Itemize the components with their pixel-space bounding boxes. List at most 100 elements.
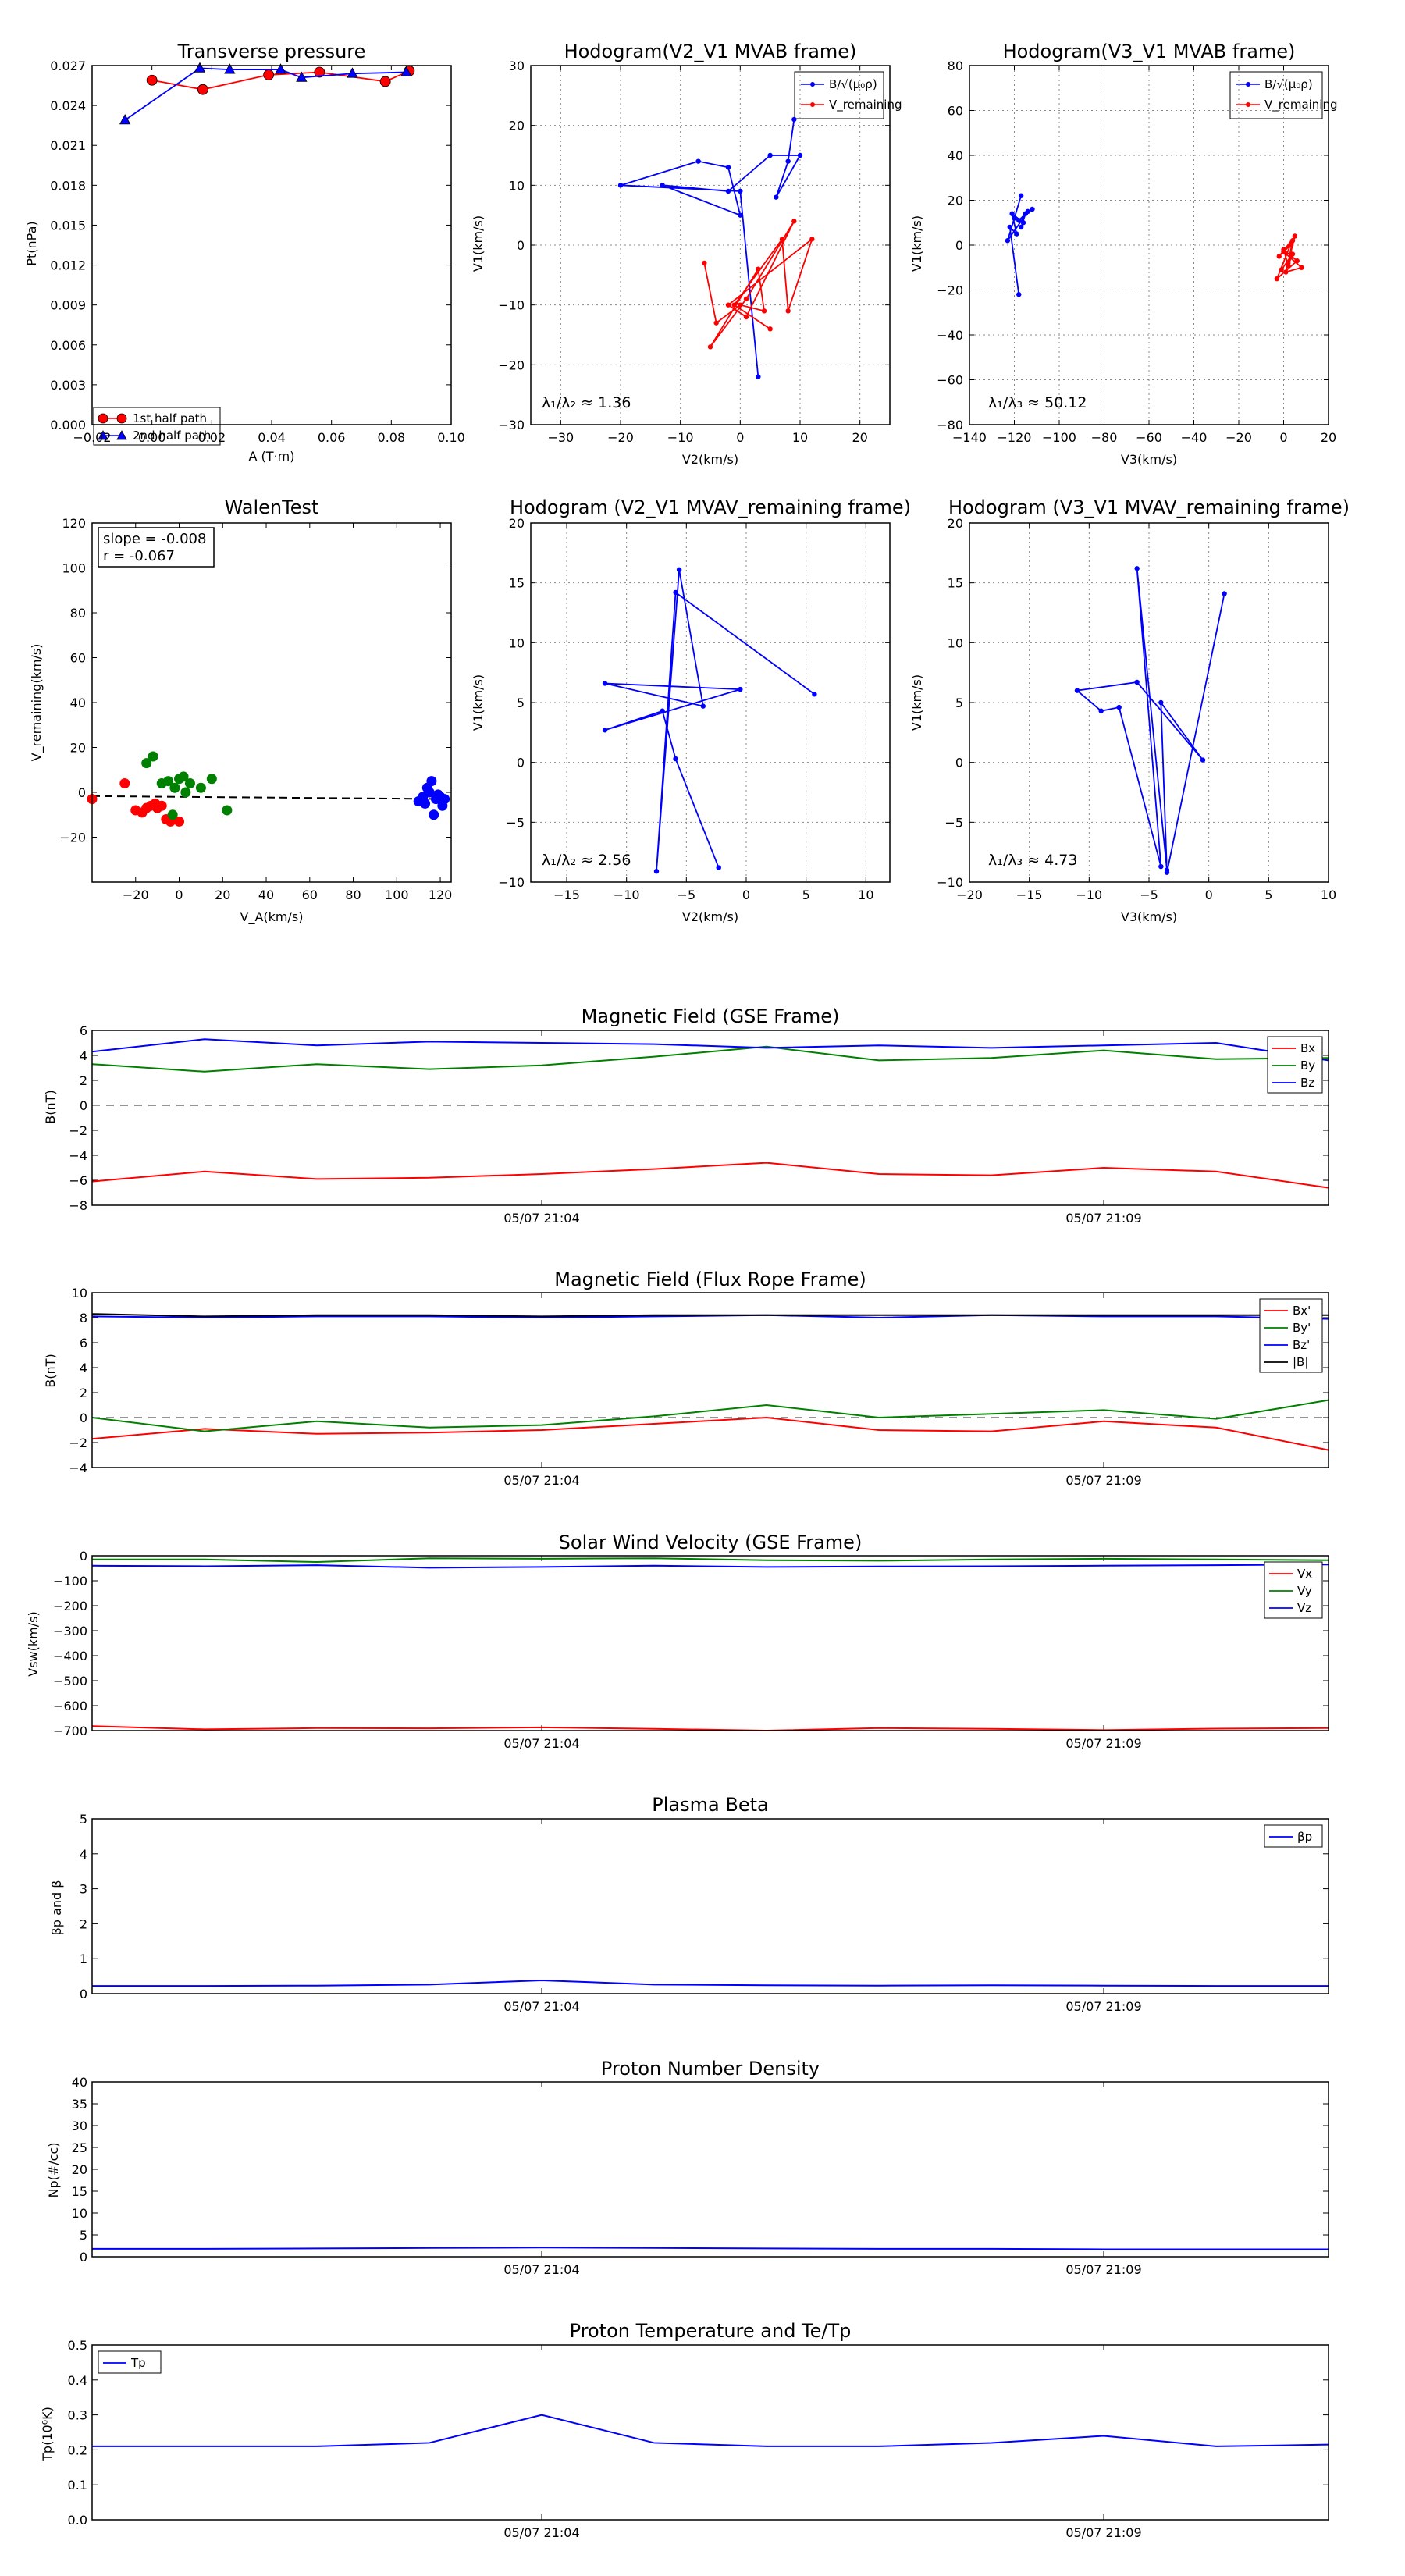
x-tick-label: 120 <box>429 888 453 902</box>
y-tick-label: −5 <box>506 815 525 830</box>
hodogram-point <box>716 865 721 870</box>
hodogram-point <box>617 183 624 188</box>
hodogram-point <box>797 152 803 158</box>
y-tick-label: 30 <box>72 2119 87 2133</box>
walen-point <box>424 787 435 798</box>
x-tick-label: −80 <box>1091 430 1118 445</box>
y-tick-label: 10 <box>948 635 963 650</box>
x-tick-label: −5 <box>1140 888 1158 902</box>
timeseries-line-p <box>92 1979 1329 1987</box>
hodogram-point <box>1116 704 1122 710</box>
proton-temperature-title: Proton Temperature and Te/Tp <box>570 2320 852 2342</box>
hodogram-point <box>774 194 779 200</box>
x-tick-label: −5 <box>678 888 696 902</box>
hodogram-v2-mvab-xlabel: V2(km/s) <box>682 452 738 467</box>
legend-label-v: V_remaining <box>829 98 902 112</box>
y-tick-label: 0.021 <box>50 138 86 153</box>
time-tick-label: 05/07 21:04 <box>503 1999 579 2014</box>
walen-point <box>195 782 206 793</box>
hodogram-point <box>713 320 719 326</box>
hodogram-point <box>1023 211 1029 216</box>
y-tick-label: 0.0 <box>68 2513 87 2528</box>
walen-point <box>420 798 431 809</box>
x-tick-label: −15 <box>553 888 580 902</box>
hodogram-point <box>785 308 791 314</box>
x-tick-label: −20 <box>1225 430 1252 445</box>
transverse-pressure-ylabel: Pt(nPa) <box>24 221 39 265</box>
hodogram-point <box>1294 258 1300 264</box>
timeseries-line-bx <box>91 1162 1329 1189</box>
walen-fit-box <box>98 527 215 568</box>
hodogram-point <box>1016 218 1022 223</box>
pressure-point-1st-half <box>146 74 158 86</box>
legend-label: By' <box>1293 1321 1311 1335</box>
timeseries-line-by <box>91 1399 1329 1432</box>
y-tick-label: 40 <box>70 696 86 710</box>
y-tick-label: 0.5 <box>68 2338 87 2353</box>
x-tick-label: 10 <box>858 888 873 902</box>
y-tick-label: −20 <box>498 358 525 372</box>
y-tick-label: 0 <box>80 1549 87 1564</box>
hodogram-v3-mvav-eigen-ratio: λ₁/λ₃ ≈ 4.73 <box>988 852 1077 869</box>
legend-marker-1st-half <box>98 413 108 424</box>
y-tick-label: 60 <box>70 651 86 666</box>
y-tick-label: 0.009 <box>50 298 86 313</box>
proton-temperature-ylabel: Tp(10⁶K) <box>40 2407 55 2462</box>
walen-point <box>167 809 178 820</box>
walen-point <box>119 778 130 788</box>
hodogram-v3-mvav-title: Hodogram (V3_V1 MVAV_remaining frame) <box>948 496 1350 518</box>
hodogram-point <box>1012 215 1017 221</box>
legend-marker-v <box>810 102 815 107</box>
hodogram-point <box>1274 276 1280 282</box>
legend-label-1st-half: 1st half path <box>133 411 207 425</box>
y-tick-label: 25 <box>72 2140 87 2155</box>
walen-r-text: r = -0.067 <box>103 548 175 564</box>
hodogram-point <box>1164 870 1170 875</box>
walen-point <box>180 787 191 798</box>
y-tick-label: 2 <box>80 1386 87 1400</box>
y-tick-label: 8 <box>80 1311 87 1325</box>
y-tick-label: 0.1 <box>68 2478 87 2492</box>
pressure-point-2nd-half <box>194 62 206 73</box>
transverse-pressure-title: Transverse pressure <box>177 41 366 62</box>
legend-label-2nd-half: 2nd half path <box>133 429 211 443</box>
x-tick-label: 0 <box>175 888 183 902</box>
time-tick-label: 05/07 21:09 <box>1065 2262 1141 2277</box>
x-tick-label: 20 <box>852 430 867 445</box>
hodogram-point <box>1016 292 1022 297</box>
hodogram-v3-mvav-panel: Hodogram (V3_V1 MVAV_remaining frame) V3… <box>909 496 1350 924</box>
hodogram-v2-mvab-eigen-ratio: λ₁/λ₂ ≈ 1.36 <box>542 394 631 411</box>
y-tick-label: −4 <box>69 1148 87 1163</box>
time-tick-label: 05/07 21:09 <box>1065 1211 1141 1226</box>
timeseries-line-np <box>92 2247 1329 2250</box>
y-tick-label: −5 <box>944 815 963 830</box>
hodogram-v3-mvab-ylabel: V1(km/s) <box>909 215 924 272</box>
hodogram-axes <box>530 65 891 425</box>
y-tick-label: 10 <box>72 2206 87 2221</box>
x-tick-label: 40 <box>258 888 274 902</box>
hodogram-trajectory-line <box>604 569 815 872</box>
y-tick-label: 0 <box>80 1098 87 1113</box>
hodogram-trajectory-line <box>620 119 802 377</box>
pressure-point-2nd-half <box>296 71 308 82</box>
hodogram-v3-mvab-title: Hodogram(V3_V1 MVAB frame) <box>1003 41 1296 62</box>
hodogram-v2-mvav-ylabel: V1(km/s) <box>471 674 486 731</box>
y-tick-label: −2 <box>69 1123 87 1138</box>
plot-layer: −0.02 0.00 0.02 0.04 0.06 0.08 0.100.0000.0030… <box>50 59 1336 2540</box>
hodogram-point <box>767 152 773 158</box>
legend-label: Bz <box>1300 1076 1314 1090</box>
timeseries-line-tp <box>92 2414 1329 2447</box>
hodogram-point <box>1222 591 1227 596</box>
y-tick-label: 30 <box>509 59 525 73</box>
walen-point <box>148 751 158 762</box>
hodogram-point <box>812 692 817 697</box>
hodogram-point <box>676 567 682 572</box>
walen-point <box>184 778 195 788</box>
y-tick-label: 35 <box>72 2097 87 2112</box>
walen-test-xlabel: V_A(km/s) <box>240 909 304 925</box>
y-tick-label: 0.4 <box>68 2373 87 2388</box>
y-tick-label: 40 <box>948 148 963 163</box>
pressure-point-1st-half <box>197 84 208 95</box>
y-tick-label: 20 <box>948 194 963 208</box>
x-tick-label: 20 <box>1321 430 1336 445</box>
